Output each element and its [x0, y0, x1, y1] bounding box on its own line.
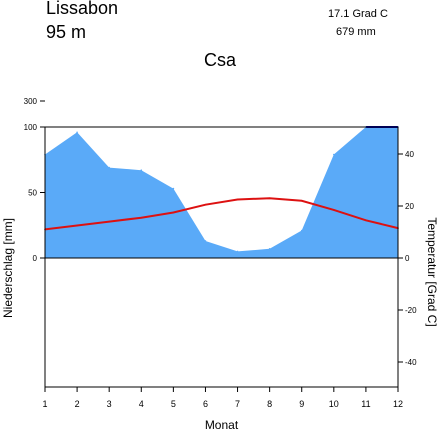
right-tick-label-20: 20 — [405, 202, 414, 211]
x-tick-label-10: 10 — [329, 399, 339, 409]
plot-area — [44, 126, 399, 258]
temperature-point-8 — [268, 197, 271, 199]
right-tick-label-0: 0 — [405, 254, 410, 263]
x-axis-title: Monat — [205, 418, 239, 430]
temperature-point-3 — [108, 220, 110, 223]
temperature-point-2 — [76, 224, 78, 227]
precipitation-area — [45, 127, 398, 258]
temperature-point-10 — [333, 209, 335, 211]
x-tick-label-4: 4 — [139, 399, 144, 409]
right-tick-label--40: -40 — [405, 358, 417, 367]
plot-frame — [44, 126, 399, 388]
x-tick-label-1: 1 — [42, 399, 47, 409]
precipitation-point-7 — [236, 250, 239, 253]
left-tick-label-50: 50 — [28, 189, 37, 198]
x-tick-label-3: 3 — [107, 399, 112, 409]
left-tick-label-300: 300 — [24, 97, 38, 106]
precipitation-point-4 — [140, 169, 143, 172]
precipitation-point-10 — [333, 153, 335, 156]
right-tick-label-40: 40 — [405, 150, 414, 159]
temperature-point-9 — [300, 200, 303, 202]
x-tick-label-7: 7 — [235, 399, 240, 409]
precipitation-point-3 — [108, 166, 110, 169]
climate-class: Csa — [204, 50, 237, 70]
precipitation-point-5 — [172, 187, 175, 190]
right-tick-label--20: -20 — [405, 306, 417, 315]
precipitation-point-8 — [268, 248, 271, 250]
x-tick-label-2: 2 — [75, 399, 80, 409]
precipitation-point-6 — [204, 240, 207, 242]
precipitation-point-9 — [300, 229, 303, 232]
temperature-point-6 — [204, 203, 207, 206]
temperature-point-4 — [140, 216, 143, 219]
left-tick-label-100: 100 — [24, 123, 38, 132]
x-tick-label-5: 5 — [171, 399, 176, 409]
x-tick-label-6: 6 — [203, 399, 208, 409]
mean-temperature: 17.1 Grad C — [328, 8, 388, 20]
left-axis-title: Niederschlag [mm] — [1, 218, 15, 318]
x-tick-label-11: 11 — [361, 399, 370, 409]
annual-precipitation: 679 mm — [336, 26, 376, 38]
left-tick-label-0: 0 — [33, 254, 38, 263]
station-name: Lissabon — [46, 0, 119, 18]
temperature-point-11 — [365, 219, 367, 222]
temperature-line — [44, 197, 399, 231]
x-tick-label-8: 8 — [267, 399, 272, 409]
x-tick-label-12: 12 — [393, 399, 403, 409]
temperature-point-7 — [236, 198, 239, 201]
x-tick-label-9: 9 — [299, 399, 304, 409]
temperature-point-5 — [172, 211, 175, 214]
station-elevation: 95 m — [46, 22, 87, 42]
precipitation-point-2 — [76, 131, 78, 134]
right-axis-title: Temperatur [Grad C] — [425, 217, 439, 326]
